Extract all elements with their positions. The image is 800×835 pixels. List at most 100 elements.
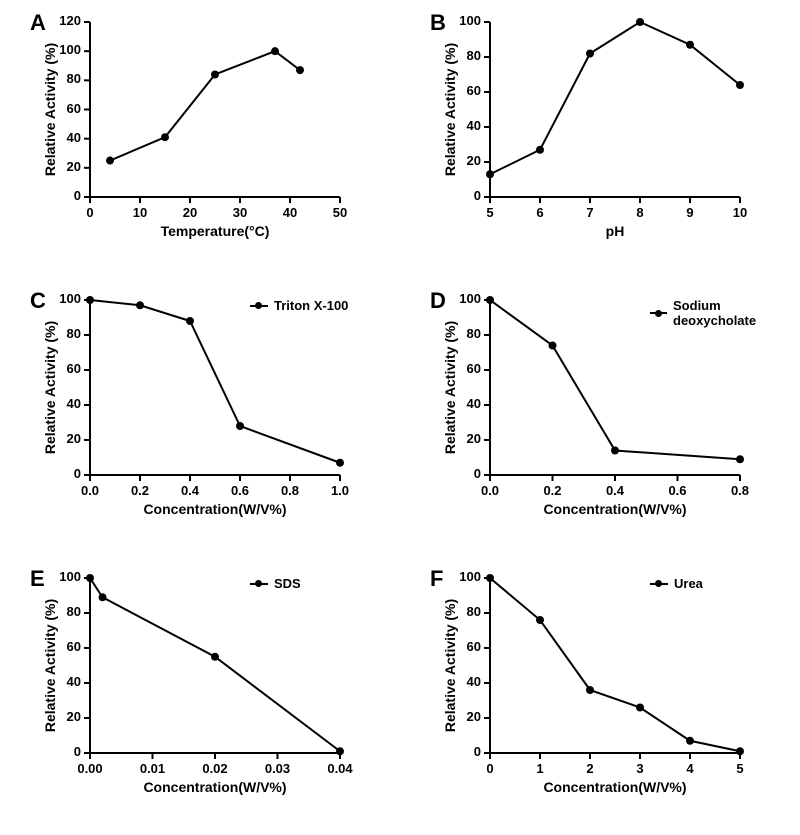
x-tick-label: 0.03 xyxy=(258,761,298,776)
axes xyxy=(90,578,340,753)
y-tick-label: 0 xyxy=(474,744,481,759)
x-tick-label: 1.0 xyxy=(320,483,360,498)
data-marker xyxy=(736,81,744,89)
x-tick-label: 4 xyxy=(670,761,710,776)
data-marker xyxy=(636,18,644,26)
x-tick-label: 0.6 xyxy=(220,483,260,498)
x-tick-label: 0.01 xyxy=(133,761,173,776)
x-axis-label: Concentration(W/V%) xyxy=(90,501,340,517)
x-tick-label: 1 xyxy=(520,761,560,776)
y-tick-label: 20 xyxy=(467,709,481,724)
data-marker xyxy=(586,686,594,694)
legend-label: Urea xyxy=(674,576,703,591)
x-tick-label: 0.4 xyxy=(595,483,635,498)
data-marker xyxy=(686,41,694,49)
data-line xyxy=(490,578,740,751)
y-axis-label: Relative Activity (%) xyxy=(42,22,58,197)
y-tick-label: 40 xyxy=(67,674,81,689)
y-tick-label: 40 xyxy=(67,396,81,411)
y-tick-label: 0 xyxy=(74,188,81,203)
data-marker xyxy=(211,653,219,661)
y-tick-label: 60 xyxy=(67,101,81,116)
data-marker xyxy=(536,146,544,154)
data-marker xyxy=(736,747,744,755)
panel-F: F012345020406080100Concentration(W/V%)Re… xyxy=(400,556,800,834)
figure-grid: A01020304050020406080100120Temperature(°… xyxy=(0,0,800,835)
y-tick-label: 120 xyxy=(59,13,81,28)
x-tick-label: 5 xyxy=(470,205,510,220)
y-tick-label: 100 xyxy=(459,291,481,306)
y-tick-label: 40 xyxy=(467,118,481,133)
data-marker xyxy=(686,737,694,745)
y-tick-label: 0 xyxy=(74,744,81,759)
x-tick-label: 40 xyxy=(270,205,310,220)
axes xyxy=(490,22,740,197)
x-tick-label: 0.4 xyxy=(170,483,210,498)
panel-B: B5678910020406080100pHRelative Activity … xyxy=(400,0,800,278)
x-tick-label: 0.8 xyxy=(270,483,310,498)
data-marker xyxy=(736,455,744,463)
panel-D: D0.00.20.40.60.8020406080100Concentratio… xyxy=(400,278,800,556)
data-marker xyxy=(136,301,144,309)
x-axis-label: Concentration(W/V%) xyxy=(490,779,740,795)
axes xyxy=(490,578,740,753)
x-tick-label: 0.0 xyxy=(70,483,110,498)
y-tick-label: 0 xyxy=(474,466,481,481)
x-tick-label: 10 xyxy=(120,205,160,220)
panel-E: E0.000.010.020.030.04020406080100Concent… xyxy=(0,556,400,834)
y-tick-label: 20 xyxy=(467,153,481,168)
y-tick-label: 60 xyxy=(67,639,81,654)
x-axis-label: Concentration(W/V%) xyxy=(90,779,340,795)
data-line xyxy=(490,22,740,174)
x-tick-label: 0.8 xyxy=(720,483,760,498)
x-tick-label: 0 xyxy=(70,205,110,220)
y-tick-label: 80 xyxy=(467,326,481,341)
panel-C: C0.00.20.40.60.81.0020406080100Concentra… xyxy=(0,278,400,556)
x-tick-label: 0 xyxy=(470,761,510,776)
legend: Urea xyxy=(650,576,703,591)
y-tick-label: 40 xyxy=(467,396,481,411)
legend-label: Sodium deoxycholate xyxy=(673,298,800,328)
data-marker xyxy=(536,616,544,624)
data-marker xyxy=(211,71,219,79)
x-tick-label: 0.2 xyxy=(120,483,160,498)
y-tick-label: 20 xyxy=(467,431,481,446)
data-marker xyxy=(586,50,594,58)
y-tick-label: 60 xyxy=(467,83,481,98)
y-axis-label: Relative Activity (%) xyxy=(442,300,458,475)
data-marker xyxy=(549,342,557,350)
data-marker xyxy=(236,422,244,430)
data-marker xyxy=(336,747,344,755)
legend-marker-icon xyxy=(650,312,667,314)
y-tick-label: 40 xyxy=(67,130,81,145)
x-tick-label: 3 xyxy=(620,761,660,776)
x-axis-label: Temperature(°C) xyxy=(90,223,340,239)
y-tick-label: 20 xyxy=(67,709,81,724)
y-axis-label: Relative Activity (%) xyxy=(442,578,458,753)
data-marker xyxy=(336,459,344,467)
data-marker xyxy=(186,317,194,325)
y-tick-label: 100 xyxy=(59,291,81,306)
y-tick-label: 100 xyxy=(459,569,481,584)
y-tick-label: 20 xyxy=(67,159,81,174)
x-tick-label: 7 xyxy=(570,205,610,220)
y-tick-label: 0 xyxy=(74,466,81,481)
data-marker xyxy=(611,447,619,455)
legend: Sodium deoxycholate xyxy=(650,298,800,328)
y-axis-label: Relative Activity (%) xyxy=(442,22,458,197)
x-tick-label: 0.2 xyxy=(533,483,573,498)
x-tick-label: 0.04 xyxy=(320,761,360,776)
data-marker xyxy=(86,296,94,304)
legend-marker-icon xyxy=(650,583,668,585)
data-marker xyxy=(106,157,114,165)
data-marker xyxy=(296,66,304,74)
y-axis-label: Relative Activity (%) xyxy=(42,300,58,475)
data-marker xyxy=(486,296,494,304)
y-tick-label: 80 xyxy=(467,48,481,63)
y-tick-label: 0 xyxy=(474,188,481,203)
x-tick-label: 20 xyxy=(170,205,210,220)
data-line xyxy=(110,51,300,160)
x-tick-label: 0.00 xyxy=(70,761,110,776)
y-tick-label: 40 xyxy=(467,674,481,689)
legend-marker-icon xyxy=(250,305,268,307)
